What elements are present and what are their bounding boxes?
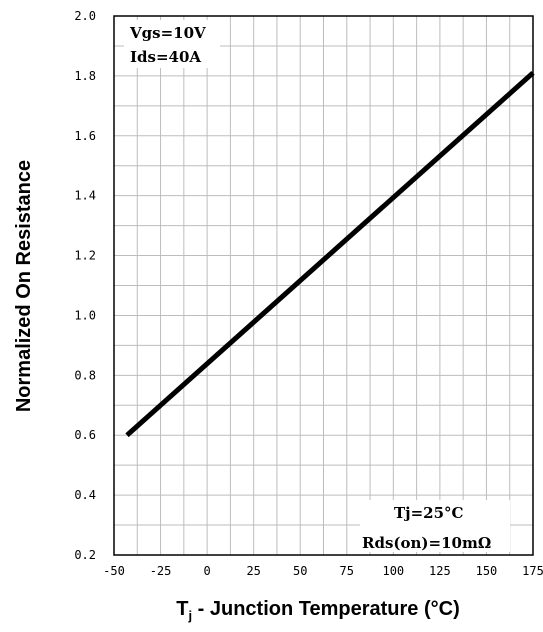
reference-annotation: Tj=25°C Rds(on)=10mΩ — [360, 500, 510, 552]
x-tick-label: 25 — [246, 564, 260, 578]
y-axis-title: Normalized On Resistance — [13, 160, 35, 412]
conditions-annotation: Vgs=10V Ids=40A — [124, 20, 220, 68]
x-axis-title: Tj - Junction Temperature (°C) — [176, 598, 460, 623]
plot-frame — [113, 15, 534, 556]
y-tick-label: 1.8 — [74, 69, 96, 83]
annotation-rds: Rds(on)=10mΩ — [362, 534, 491, 552]
x-tick-label: 150 — [476, 564, 498, 578]
x-tick-label: 75 — [340, 564, 354, 578]
series-line — [125, 71, 535, 438]
y-tick-label: 1.2 — [74, 249, 96, 263]
annotation-tj: Tj=25°C — [394, 504, 464, 522]
grid — [114, 16, 533, 555]
x-ticks: -50 -25 0 25 50 75 100 125 150 175 — [103, 564, 543, 578]
y-tick-label: 1.6 — [74, 129, 96, 143]
reference-box — [360, 500, 510, 552]
conditions-box — [124, 20, 220, 68]
x-tick-label: 125 — [429, 564, 451, 578]
x-tick-label: -50 — [103, 564, 125, 578]
y-ticks: 0.2 0.4 0.6 0.8 1.0 1.2 1.4 1.6 1.8 2.0 — [74, 9, 96, 562]
x-tick-label: 50 — [293, 564, 307, 578]
x-tick-label: 0 — [203, 564, 210, 578]
x-tick-label: -25 — [150, 564, 172, 578]
x-axis-title-t: T — [176, 598, 188, 620]
x-tick-label: 100 — [382, 564, 404, 578]
y-tick-label: 0.8 — [74, 368, 96, 382]
y-tick-label: 0.6 — [74, 428, 96, 442]
y-tick-label: 2.0 — [74, 9, 96, 23]
annotation-vgs: Vgs=10V — [129, 24, 206, 42]
y-tick-label: 1.0 — [74, 308, 96, 322]
x-axis-title-rest: - Junction Temperature (°C) — [192, 598, 460, 620]
y-tick-label: 0.2 — [74, 548, 96, 562]
series-layer — [125, 71, 535, 438]
annotation-ids: Ids=40A — [130, 48, 201, 66]
y-tick-label: 0.4 — [74, 488, 96, 502]
x-axis-title-subscript: j — [187, 608, 192, 623]
x-tick-label: 175 — [522, 564, 543, 578]
y-tick-label: 1.4 — [74, 189, 96, 203]
